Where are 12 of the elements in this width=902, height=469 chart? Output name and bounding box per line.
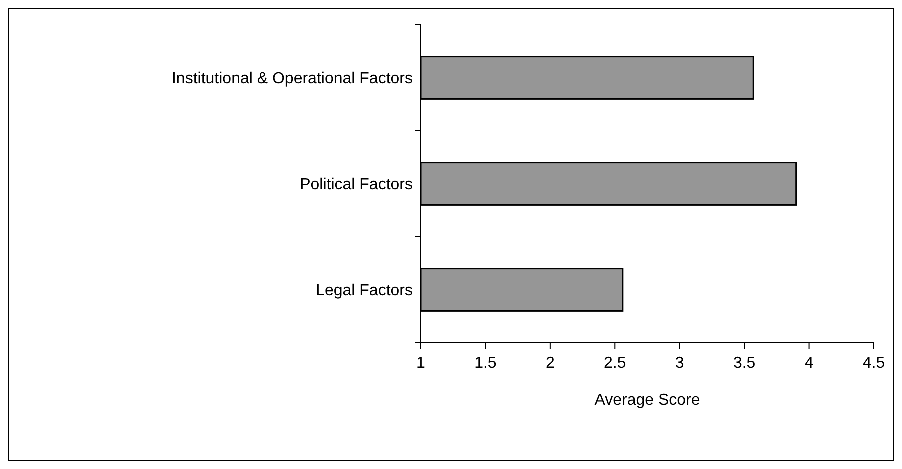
x-tick-label: 4.5 <box>862 355 886 372</box>
x-tick-label: 2.5 <box>604 355 626 372</box>
y-tick-label: Political Factors <box>300 176 413 194</box>
y-tick-label: Legal Factors <box>316 282 413 300</box>
x-tick-label: 1.5 <box>474 355 497 372</box>
x-tick-label: 2 <box>546 355 555 372</box>
x-tick-label: 3.5 <box>733 355 756 372</box>
x-axis-title: Average Score <box>594 392 700 409</box>
x-tick-label: 3 <box>675 355 684 372</box>
x-tick-label: 4 <box>804 355 814 372</box>
x-tick-label: 1 <box>416 355 426 372</box>
y-tick-label: Institutional & Operational Factors <box>172 70 413 88</box>
